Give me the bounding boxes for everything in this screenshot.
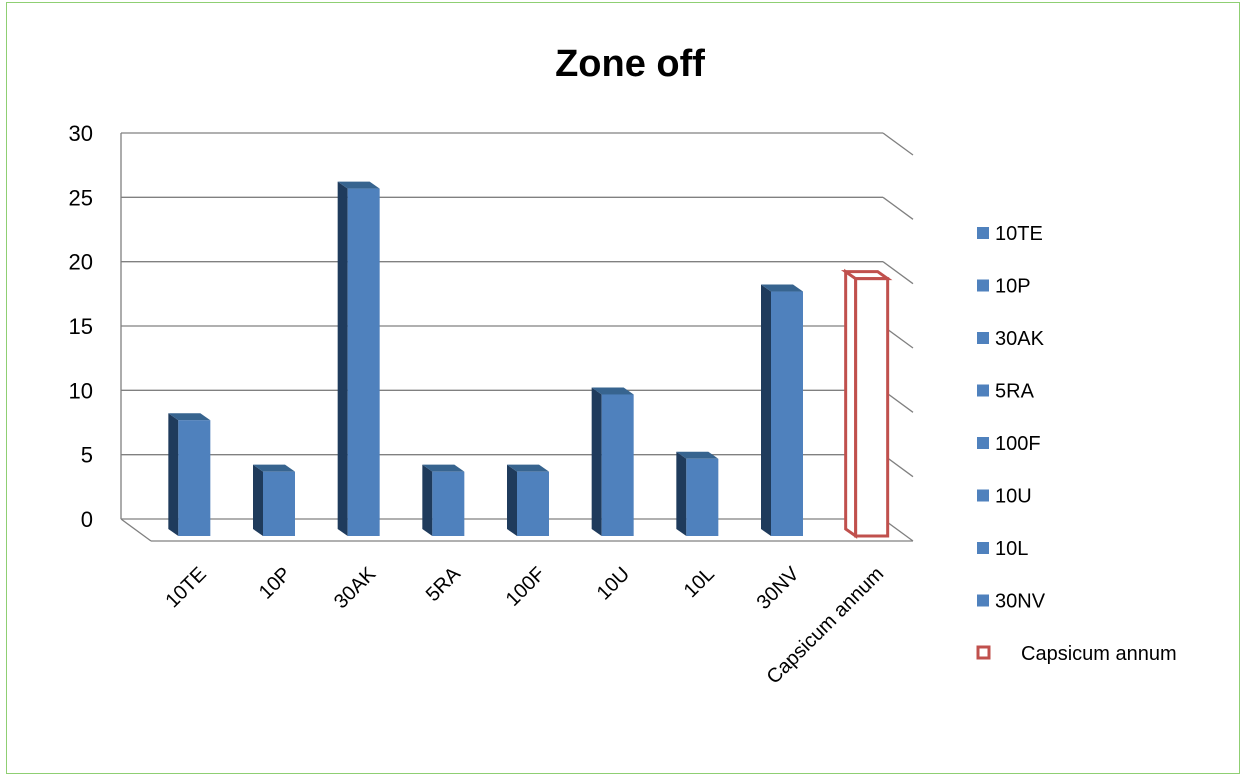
legend-swatch: [977, 384, 989, 397]
legend-swatch: [977, 542, 989, 554]
bars: [168, 181, 893, 539]
legend-item: 10P: [977, 276, 1031, 298]
y-tick-label: 10: [69, 378, 93, 403]
legend-swatch: [976, 645, 991, 660]
legend-label: Capsicum annum: [1021, 643, 1177, 665]
bar: [840, 268, 893, 539]
x-tick-label: 30NV: [753, 563, 804, 614]
bar-chart: Zone off 0 5 10 15 20 25 30 10TE 10P 30AK 5RA 100F…: [69, 43, 1177, 689]
legend-item: 30AK: [977, 328, 1045, 350]
y-tick-label: 25: [69, 185, 93, 210]
x-tick-label: 10TE: [162, 563, 211, 612]
x-tick-label: 10L: [680, 563, 719, 602]
legend-label: 30NV: [995, 591, 1046, 613]
legend-item: 10L: [977, 538, 1028, 560]
legend-item: 10U: [977, 486, 1032, 508]
gridline: [121, 196, 914, 220]
x-tick-label: 10P: [255, 563, 296, 604]
legend-label: 10L: [995, 538, 1028, 560]
legend: 10TE 10P 30AK 5RA 100F 10U 10L 30NV Capsicum ann…: [976, 223, 1177, 665]
y-tick-label: 5: [81, 443, 93, 468]
legend-label: 30AK: [995, 328, 1045, 350]
chart-frame: Zone off 0 5 10 15 20 25 30 10TE 10P 30AK 5RA 100F…: [6, 2, 1240, 774]
bar: [253, 464, 295, 536]
legend-item: 100F: [977, 433, 1041, 455]
legend-item: 10TE: [977, 223, 1043, 245]
legend-label: 10P: [995, 276, 1031, 298]
y-tick-label: 0: [81, 507, 93, 532]
bar: [591, 387, 634, 536]
legend-label: 5RA: [995, 381, 1035, 403]
gridline: [121, 132, 914, 156]
legend-label: 100F: [995, 433, 1041, 455]
legend-swatch: [977, 332, 989, 344]
y-tick-label: 20: [69, 250, 93, 275]
legend-label: 10TE: [995, 223, 1043, 245]
y-tick-label: 30: [69, 121, 93, 146]
gridline: [121, 261, 914, 285]
x-tick-label: 30AK: [330, 563, 381, 614]
bar: [422, 464, 465, 536]
legend-swatch: [977, 227, 989, 239]
legend-label: 10U: [995, 486, 1032, 508]
y-axis-ticks: 0 5 10 15 20 25 30: [69, 121, 93, 532]
legend-item: 5RA: [977, 381, 1035, 403]
bar: [337, 181, 380, 536]
legend-swatch: [977, 437, 989, 449]
bar: [761, 284, 803, 536]
x-tick-label: 5RA: [422, 563, 466, 607]
legend-swatch: [977, 279, 989, 292]
legend-swatch: [977, 594, 989, 607]
legend-swatch: [977, 489, 989, 502]
legend-item: Capsicum annum: [976, 643, 1177, 665]
bar: [168, 413, 211, 536]
x-tick-label: 10U: [593, 563, 635, 605]
x-tick-label: 100F: [502, 563, 550, 611]
legend-item: 30NV: [977, 591, 1046, 613]
bar: [676, 451, 719, 536]
chart-title: Zone off: [555, 43, 705, 85]
bar: [507, 464, 549, 536]
y-tick-label: 15: [69, 314, 93, 339]
